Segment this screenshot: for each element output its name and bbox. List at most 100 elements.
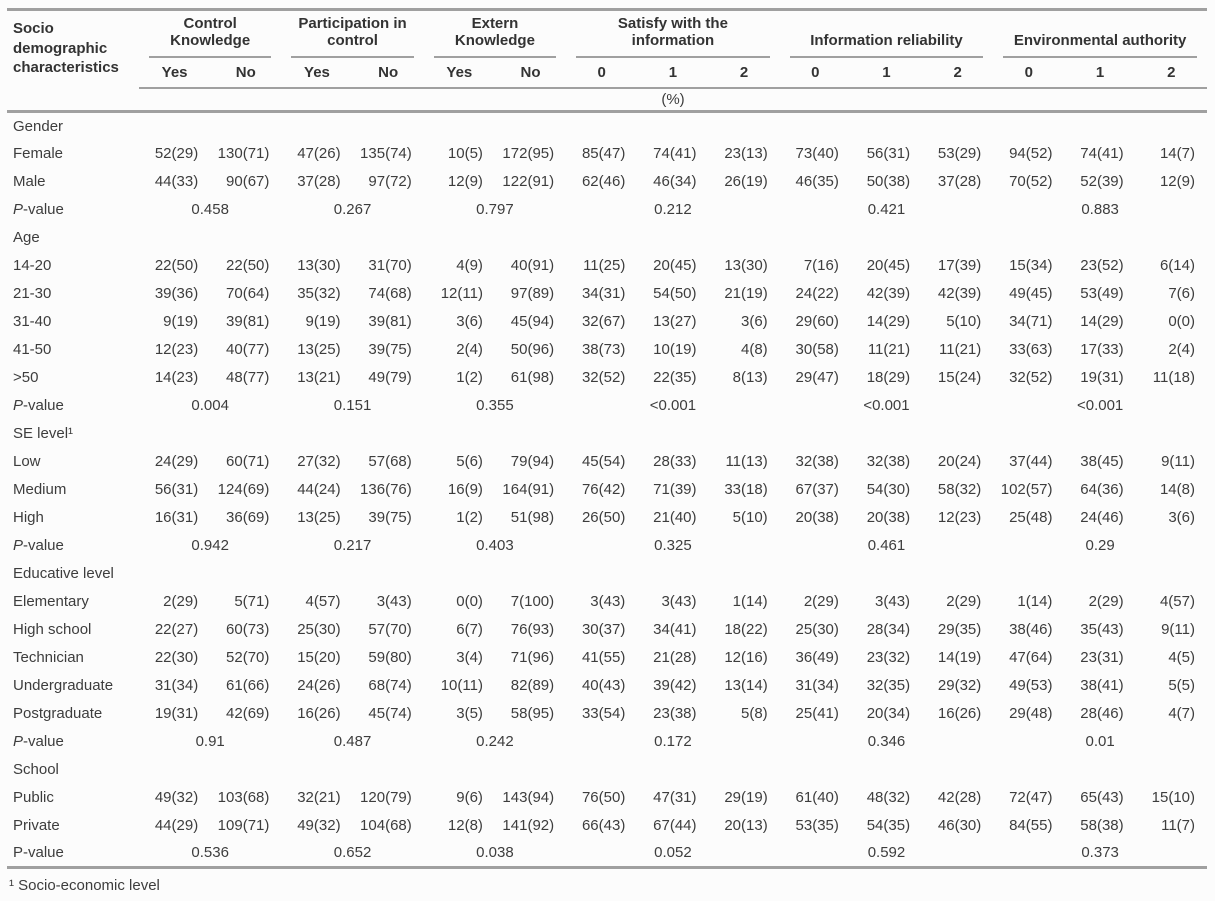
- table-row: 14-20 22(50) 22(50) 13(30) 31(70) 4(9) 40(91) 1…: [7, 252, 1207, 280]
- row-label: >50: [13, 369, 39, 386]
- table-cell: 3(43): [376, 593, 412, 610]
- p-value-cell: 0.373: [1081, 844, 1119, 862]
- table-cell: 39(42): [653, 677, 697, 694]
- table-cell: 19(31): [1080, 369, 1124, 386]
- row-label: Medium: [13, 481, 67, 498]
- table-cell: 42(69): [226, 705, 270, 722]
- table-cell: 21(40): [653, 509, 697, 526]
- table-cell: 48(32): [866, 789, 911, 806]
- table-cell: 3(4): [456, 649, 483, 666]
- section-title: Educative level: [13, 565, 114, 582]
- p-symbol: P: [13, 397, 24, 414]
- p-value-cell: 0.29: [1085, 537, 1115, 554]
- table-cell: 14(29): [866, 313, 911, 330]
- footnote: ¹ Socio-economic level: [9, 877, 160, 894]
- table-cell: 11(21): [939, 341, 982, 358]
- table-cell: 44(24): [297, 481, 341, 498]
- p-value-cell: 0.052: [654, 844, 692, 862]
- section-title: Gender: [13, 117, 64, 135]
- table-row: Medium 56(31) 124(69) 44(24) 136(76) 16(9) 164…: [7, 476, 1207, 504]
- row-label: 14-20: [13, 257, 52, 274]
- table-cell: 33(54): [581, 705, 626, 722]
- column-group-header: Participation in control: [281, 10, 423, 58]
- table-cell: 12(23): [154, 341, 199, 358]
- table-cell: 5(8): [741, 705, 768, 722]
- table-row: High school 22(27) 60(73) 25(30) 57(70) 6(7) 7…: [7, 616, 1207, 644]
- p-value-row: P-value 0.91 0.487 0.242 0.172 0.346 0.01: [7, 728, 1207, 756]
- table-cell: 2(29): [946, 593, 982, 610]
- p-value-label: P-value: [13, 537, 64, 554]
- p-value-cell: 0.346: [867, 733, 906, 750]
- table-cell: 46(35): [795, 173, 839, 190]
- table-cell: 97(72): [368, 173, 412, 190]
- table-cell: 24(46): [1080, 509, 1124, 526]
- table-cell: 20(45): [653, 257, 697, 274]
- table-cell: 52(29): [154, 145, 199, 162]
- table-cell: 72(47): [1009, 789, 1053, 806]
- table-cell: 90(67): [226, 173, 270, 190]
- table-cell: 67(37): [795, 481, 839, 498]
- table-cell: 39(81): [368, 313, 412, 330]
- p-value-cell: 0.267: [333, 201, 372, 218]
- p-value-cell: 0.038: [476, 844, 514, 862]
- table-cell: 49(32): [154, 789, 199, 806]
- table-cell: 130(71): [217, 145, 270, 162]
- column-subheader: 0: [566, 57, 638, 89]
- row-label: Female: [13, 145, 64, 162]
- table-cell: 141(92): [502, 817, 555, 834]
- p-value-cell: 0.883: [1081, 201, 1119, 218]
- row-label: 41-50: [13, 341, 52, 358]
- column-subheader: 1: [850, 57, 923, 89]
- table-cell: 29(32): [937, 677, 982, 694]
- table-cell: 3(6): [1168, 509, 1195, 526]
- table-cell: 2(29): [803, 593, 839, 610]
- table-cell: 16(26): [937, 705, 982, 722]
- table-cell: 4(57): [1159, 593, 1195, 610]
- table-cell: 30(37): [581, 621, 626, 638]
- row-label: Elementary: [13, 593, 89, 610]
- table-cell: 6(14): [1159, 257, 1195, 274]
- column-group-header: Environmental authority: [993, 10, 1207, 58]
- table-cell: 124(69): [217, 481, 270, 498]
- table-cell: 14(8): [1159, 481, 1195, 498]
- table-cell: 18(22): [724, 621, 768, 638]
- table-cell: 29(48): [1009, 705, 1053, 722]
- table-cell: 58(32): [937, 481, 982, 498]
- table-cell: 42(39): [866, 285, 911, 302]
- table-cell: 61(98): [510, 369, 555, 386]
- column-group-label: Satisfy with the information: [576, 15, 770, 58]
- p-value-cell: 0.942: [191, 537, 229, 554]
- table-cell: 76(42): [581, 481, 626, 498]
- section-row: Age: [7, 224, 1207, 252]
- p-value-cell: 0.217: [333, 537, 372, 554]
- table-cell: 15(20): [297, 649, 341, 666]
- p-value-row: P-value 0.458 0.267 0.797 0.212 0.421 0.883: [7, 196, 1207, 224]
- table-cell: 15(10): [1151, 789, 1195, 806]
- table-cell: 94(52): [1009, 145, 1053, 162]
- table-cell: 45(74): [368, 705, 412, 722]
- table-cell: 66(43): [581, 817, 626, 834]
- column-subheader: 2: [708, 57, 780, 89]
- row-label: Undergraduate: [13, 677, 114, 694]
- table-cell: 45(54): [581, 453, 626, 470]
- table-row: Low 24(29) 60(71) 27(32) 57(68) 5(6) 79(94) 45(…: [7, 448, 1207, 476]
- row-label: Male: [13, 173, 46, 190]
- table-cell: 12(11): [440, 285, 483, 302]
- column-subheader: 1: [1064, 57, 1136, 89]
- p-value-cell: 0.325: [654, 537, 692, 554]
- table-cell: 25(41): [795, 705, 839, 722]
- table-cell: 4(7): [1168, 705, 1195, 722]
- table-cell: 47(64): [1009, 649, 1053, 666]
- table-row: Technician 22(30) 52(70) 15(20) 59(80) 3(4) 71…: [7, 644, 1207, 672]
- table-cell: 73(40): [795, 145, 839, 162]
- socio-demographic-table: Socio demographic characteristics Control…: [7, 8, 1207, 869]
- table-cell: 14(19): [937, 649, 982, 666]
- table-cell: 31(70): [368, 257, 412, 274]
- unit-row: (%): [7, 88, 1207, 112]
- table-cell: 13(25): [297, 509, 341, 526]
- p-value-label: P-value: [13, 733, 64, 750]
- table-cell: 49(32): [297, 817, 341, 834]
- table-cell: 33(18): [724, 481, 768, 498]
- table-cell: 19(31): [154, 705, 199, 722]
- table-cell: 26(19): [724, 173, 768, 190]
